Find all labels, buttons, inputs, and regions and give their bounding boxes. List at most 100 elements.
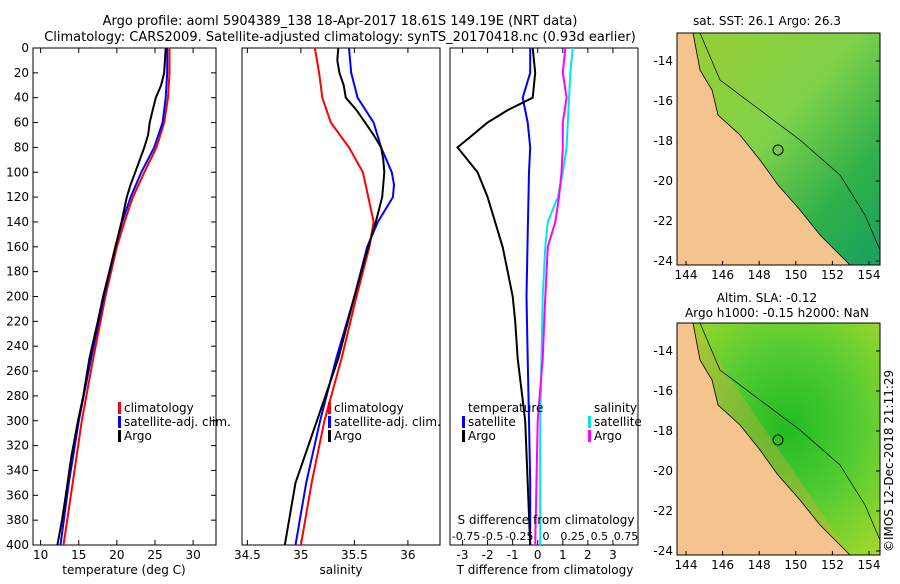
sla-map: Altim. SLA: -0.12 Argo h1000: -0.15 h200… [653,291,881,572]
x-tick-label: 1 [559,548,567,562]
x-tick-label: 15 [71,548,86,562]
y-tick-label: 360 [6,488,29,502]
t-difference-xlabel: T difference from climatology [456,563,634,577]
series-t-argo [456,48,537,545]
difference-panel: -3 -2 -1 0 1 2 3 T difference from climatology… [449,47,642,577]
coastline [692,32,851,266]
legend-label: Argo [124,429,152,443]
s-tick-label: -0.5 [482,530,503,543]
legend-title: temperature [468,401,543,415]
x-tick-label: 25 [147,548,162,562]
map-x-tick-label: 146 [711,558,734,572]
legend-label: Argo [594,429,622,443]
y-tick-label: 240 [6,339,29,353]
s-tick-label: 0.75 [614,530,639,543]
coastline [692,322,851,556]
sst-map-title: sat. SST: 26.1 Argo: 26.3 [693,14,841,28]
y-tick-label: 400 [6,538,29,552]
argo-float-marker [772,144,784,156]
map-y-tick-label: -14 [653,54,673,68]
argo-float-marker [772,434,784,446]
legend-swatch [588,430,591,442]
sla-map-title-1: Altim. SLA: -0.12 [717,291,817,305]
map-y-tick-label: -20 [653,174,673,188]
map-x-tick-label: 150 [784,268,807,282]
map-x-tick-label: 154 [858,558,881,572]
y-tick-label: 220 [6,314,29,328]
s-tick-label: 0.25 [560,530,585,543]
map-y-tick-label: -22 [653,214,673,228]
y-tick-label: 160 [6,240,29,254]
series-climatology [62,48,171,545]
series-argo [56,48,167,545]
x-tick-label: 2 [584,548,592,562]
y-tick-label: 280 [6,389,29,403]
y-tick-label: 100 [6,165,29,179]
map-x-tick-label: 144 [675,268,698,282]
y-tick-label: 260 [6,364,29,378]
x-tick-label: -1 [507,548,519,562]
legend-swatch [328,416,331,428]
x-tick-label: -3 [457,548,469,562]
y-tick-label: 320 [6,439,29,453]
legend-label: climatology [334,401,404,415]
s-tick-label: -0.75 [452,530,480,543]
series-s-argo [534,48,568,545]
x-tick-label: 35.5 [341,548,368,562]
x-tick-label: 30 [185,548,200,562]
x-tick-label: 0 [534,548,542,562]
x-tick-label: 20 [109,548,124,562]
s-tick-label: 0.5 [591,530,609,543]
legend-label: satellite [468,415,516,429]
x-tick-label: 10 [33,548,48,562]
x-tick-label: 35 [293,548,308,562]
map-x-tick-label: 152 [821,268,844,282]
x-tick-label: 36 [400,548,415,562]
y-tick-label: 140 [6,215,29,229]
map-y-tick-label: -16 [653,384,673,398]
salinity-xlabel: salinity [319,563,362,577]
series-satellite-adj-clim- [59,48,169,545]
map-y-tick-label: -18 [653,134,673,148]
t-difference-ticks: -3 -2 -1 0 1 2 3 [457,48,617,562]
legend-swatch [118,416,121,428]
y-tick-label: 60 [14,116,29,130]
s-difference-label: S difference from climatology [458,513,635,527]
map-x-tick-label: 144 [675,558,698,572]
shelf-contour [699,322,881,541]
sla-map-title-2: Argo h1000: -0.15 h2000: NaN [685,306,869,320]
legend-swatch [118,402,121,414]
s-tick-label: 0 [543,530,550,543]
salinity-axes-frame [241,47,441,546]
title-line-1: Argo profile: aoml 5904389_138 18-Apr-20… [103,14,578,29]
map-x-tick-label: 150 [784,558,807,572]
legend-swatch [588,416,591,428]
y-tick-label: 200 [6,290,29,304]
y-tick-label: 20 [14,66,29,80]
legend-label: satellite [594,415,642,429]
depth-ticks: 0 20 40 60 80 100 120 140 160 180 200 220 240 260 280 3… [6,41,216,552]
temperature-lines [56,48,171,545]
imos-credit: ©IMOS 12-Dec-2018 21:11:29 [882,370,896,552]
temperature-panel: 0 20 40 60 80 100 120 140 160 180 200 220 240 260 280 3… [6,41,231,577]
series-climatology [299,48,375,545]
y-tick-label: 300 [6,414,29,428]
map-x-tick-label: 146 [711,268,734,282]
sst-map-ticks: 144 146 148 150 152 154 -14 -16 -18 -20 -22 -24 [653,54,880,282]
sst-map-frame [676,32,881,266]
x-tick-label: -2 [482,548,494,562]
legend-swatch [118,430,121,442]
x-tick-label: 3 [609,548,617,562]
difference-legend: temperaturesatelliteArgosalinitysatellit… [462,401,642,443]
legend-label: Argo [468,429,496,443]
legend-title: salinity [594,401,637,415]
temperature-xlabel: temperature (deg C) [62,563,185,577]
legend-swatch [328,430,331,442]
legend-label: Argo [334,429,362,443]
legend-swatch [462,430,465,442]
y-tick-label: 180 [6,265,29,279]
map-y-tick-label: -16 [653,94,673,108]
series-argo [283,48,386,545]
salinity-ticks: 34.5 35 35.5 36 [234,48,416,562]
